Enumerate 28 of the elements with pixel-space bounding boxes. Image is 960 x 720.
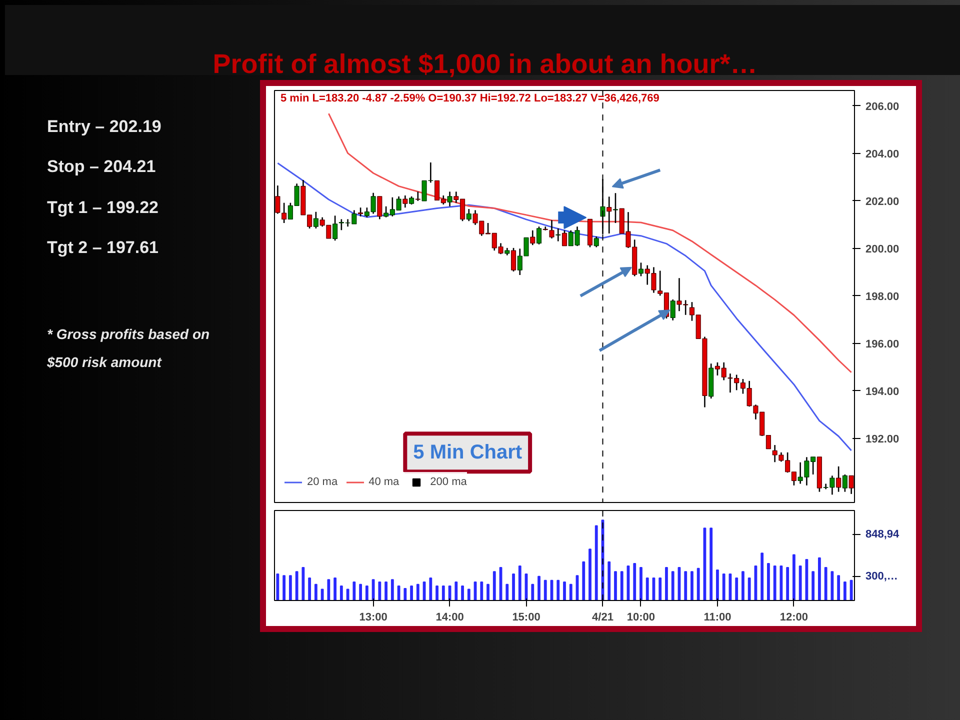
chart-title: Profit of almost $1,000 in about an hour*… [212, 48, 758, 81]
y-tick-label: 200.00 [866, 243, 900, 256]
y-tick-label: 206.00 [866, 100, 900, 113]
text: Stop – 204.21 [47, 156, 157, 178]
y-tick-label: 192.00 [866, 433, 900, 446]
annotation: 5 min L=183.20 -4.87 -2.59% O=190.37 Hi=192.72 Lo=183.27 V=36,426,769 [280, 92, 660, 104]
text: 848,94 [866, 528, 900, 541]
x-tick-label: 15:00 [512, 612, 540, 624]
text: * Gross profits based on $500 risk amount [47, 325, 211, 372]
x-tick-label: 4/21 [592, 612, 614, 624]
text: 300,… [866, 570, 898, 582]
y-tick-label: 198.00 [866, 290, 900, 303]
legend-label: 200 ma [430, 476, 467, 488]
y-tick-label: 204.00 [866, 148, 900, 160]
y-tick-label: 202.00 [866, 196, 900, 208]
annotation: 5 Min Chart [413, 442, 522, 464]
x-tick-label: 13:00 [359, 612, 388, 624]
text: Tgt 1 – 199.22 [47, 196, 160, 219]
y-tick-label: 196.00 [866, 338, 900, 350]
legend-label: 40 ma [368, 476, 400, 488]
x-tick-label: 12:00 [780, 612, 808, 624]
x-tick-label: 10:00 [626, 612, 656, 624]
x-tick-label: 14:00 [436, 612, 464, 624]
text: Entry – 202.19 [47, 116, 162, 138]
y-tick-label: 194.00 [866, 386, 900, 398]
x-tick-label: 11:00 [704, 612, 732, 624]
text: Tgt 2 – 197.61 [47, 236, 160, 259]
legend-label: 20 ma [307, 476, 338, 488]
